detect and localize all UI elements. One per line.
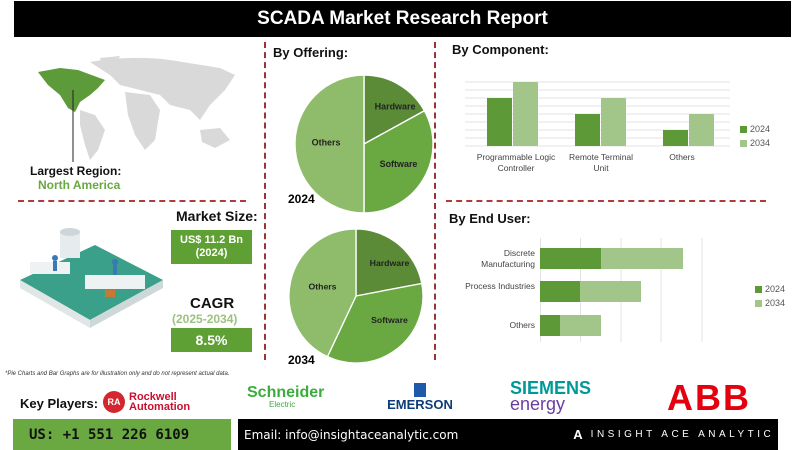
divider	[446, 200, 766, 202]
factory-illustration-icon	[20, 228, 163, 328]
component-category-plc: Programmable Logic Controller	[476, 152, 556, 173]
market-size-label: Market Size:	[176, 208, 258, 224]
component-category-others: Others	[669, 152, 695, 162]
emerson-icon	[414, 383, 426, 397]
end-user-category-others: Others	[509, 320, 535, 330]
world-map-icon	[38, 56, 235, 162]
divider	[434, 42, 436, 360]
logo-rockwell: RA Rockwell Automation	[103, 391, 190, 413]
component-bar-chart	[465, 81, 730, 147]
svg-text:Software: Software	[371, 315, 408, 325]
divider	[18, 200, 246, 202]
market-size-value: US$ 11.2 Bn	[180, 234, 243, 246]
phone-contact[interactable]: US: +1 551 226 6109	[13, 419, 231, 450]
pie-chart-2024: Hardware Software Others	[295, 75, 433, 213]
footer-bar: Email: info@insightaceanalytic.com A INS…	[238, 419, 778, 450]
component-category-rtu: Remote Terminal Unit	[568, 152, 634, 173]
svg-text:Hardware: Hardware	[370, 258, 410, 268]
cagr-label: CAGR	[190, 295, 235, 312]
logo-siemens-energy: SIEMENS energy	[510, 378, 592, 414]
component-legend: 2024 2034	[740, 124, 770, 148]
brand-logo-icon: A	[573, 427, 583, 442]
logo-emerson: EMERSON	[380, 383, 460, 412]
pie-chart-2034: Hardware Software Others	[289, 229, 423, 363]
offering-title: By Offering:	[273, 45, 349, 60]
market-size-year: (2024)	[195, 247, 228, 259]
logo-abb: ABB	[667, 377, 751, 418]
end-user-legend: 2024 2034	[755, 284, 785, 308]
end-user-bar-chart	[540, 238, 703, 342]
pie-year-2024: 2024	[288, 192, 315, 206]
largest-region-value: North America	[38, 178, 121, 192]
rockwell-text: Rockwell Automation	[129, 391, 191, 413]
rockwell-icon: RA	[103, 391, 125, 413]
footnote: *Pie Charts and Bar Graphs are for illus…	[5, 371, 230, 377]
page-title: SCADA Market Research Report	[14, 1, 791, 37]
key-players-label: Key Players:	[20, 396, 99, 411]
cagr-box: 8.5%	[171, 328, 252, 352]
brand-name: INSIGHT ACE ANALYTIC	[590, 429, 775, 440]
svg-text:Others: Others	[312, 137, 341, 147]
component-title: By Component:	[452, 42, 549, 57]
logo-schneider: Schneider Electric	[247, 384, 325, 410]
largest-region-label: Largest Region:	[30, 164, 122, 178]
divider	[264, 42, 266, 360]
end-user-title: By End User:	[449, 211, 531, 226]
cagr-period: (2025-2034)	[172, 312, 238, 326]
email-contact[interactable]: Email: info@insightaceanalytic.com	[244, 427, 459, 442]
svg-text:Software: Software	[380, 159, 418, 169]
market-size-box: US$ 11.2 Bn (2024)	[171, 230, 252, 264]
cagr-value: 8.5%	[195, 332, 228, 348]
svg-text:Others: Others	[308, 281, 336, 291]
end-user-category-process: Process Industries	[465, 281, 535, 291]
end-user-category-discrete: Discrete Manufacturing	[481, 248, 535, 269]
svg-text:Hardware: Hardware	[375, 102, 416, 112]
pie-year-2034: 2034	[288, 353, 315, 367]
